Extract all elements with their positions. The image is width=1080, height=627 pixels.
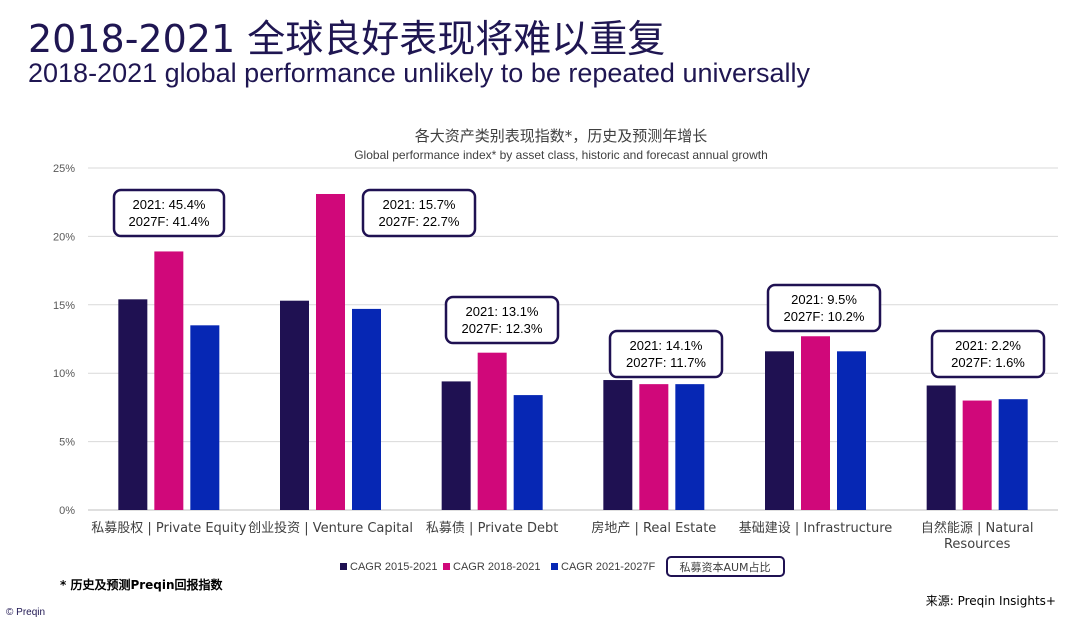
source-note: 来源: Preqin Insights+ bbox=[925, 594, 1056, 608]
bar-3 bbox=[513, 395, 543, 510]
bar-3 bbox=[837, 351, 866, 510]
bar-2 bbox=[639, 384, 669, 510]
annotation-text: 2027F: 10.2% bbox=[784, 309, 865, 324]
annotation-text: 2021: 14.1% bbox=[629, 338, 702, 353]
annotation-text: 2027F: 41.4% bbox=[129, 214, 210, 229]
bar-1 bbox=[280, 300, 309, 510]
annotation-box bbox=[766, 283, 882, 333]
x-tick-label: 基础建设 | Infrastructure bbox=[739, 521, 893, 536]
bar-3 bbox=[352, 308, 381, 510]
bar-3 bbox=[675, 384, 705, 510]
legend-label: CAGR 2018-2021 bbox=[453, 561, 540, 573]
legend-label: CAGR 2021-2027F bbox=[561, 561, 655, 573]
annotation-box bbox=[608, 329, 724, 379]
bar-2 bbox=[477, 352, 507, 510]
legend-swatch bbox=[551, 563, 558, 570]
chart-title: 各大资产类别表现指数*，历史及预测年增长 bbox=[415, 127, 708, 145]
bar-1 bbox=[603, 380, 633, 510]
annotation-text: 2021: 9.5% bbox=[791, 292, 857, 307]
legend-annotation-label: 私募资本AUM占比 bbox=[679, 560, 770, 574]
y-tick-label: 20% bbox=[53, 231, 75, 243]
annotation-text: 2021: 45.4% bbox=[132, 197, 205, 212]
annotation-text: 2027F: 22.7% bbox=[379, 214, 460, 229]
x-tick-label: 私募股权 | Private Equity bbox=[91, 520, 247, 536]
bar-1 bbox=[441, 381, 471, 510]
x-tick-label: Resources bbox=[944, 537, 1011, 552]
x-tick-label: 房地产 | Real Estate bbox=[591, 520, 716, 536]
legend-label: CAGR 2015-2021 bbox=[350, 561, 437, 573]
y-tick-label: 0% bbox=[59, 505, 75, 517]
bar-1 bbox=[926, 385, 956, 510]
legend-annotation-box bbox=[666, 556, 785, 577]
x-tick-label: 自然能源 | Natural bbox=[921, 520, 1034, 536]
bar-2 bbox=[316, 193, 345, 510]
bar-2 bbox=[154, 251, 184, 510]
chart-subtitle: Global performance index* by asset class… bbox=[354, 148, 768, 162]
annotation-box bbox=[112, 188, 226, 238]
y-tick-label: 10% bbox=[53, 368, 75, 380]
bar-2 bbox=[962, 400, 992, 510]
annotation-text: 2027F: 1.6% bbox=[951, 355, 1025, 370]
legend-swatch bbox=[340, 563, 347, 570]
legend-swatch bbox=[443, 563, 450, 570]
bar-3 bbox=[190, 325, 220, 510]
bar-1 bbox=[118, 299, 148, 510]
annotation-box bbox=[930, 329, 1046, 379]
footnote: * 历史及预测Preqin回报指数 bbox=[60, 578, 223, 592]
annotation-text: 2027F: 12.3% bbox=[462, 321, 543, 336]
x-tick-label: 私募债 | Private Debt bbox=[426, 521, 558, 536]
annotation-text: 2021: 15.7% bbox=[382, 197, 455, 212]
annotation-box bbox=[361, 188, 477, 238]
bar-1 bbox=[765, 351, 794, 510]
page-title-zh: 2018-2021 全球良好表现将难以重复 bbox=[28, 17, 666, 61]
annotation-text: 2021: 13.1% bbox=[465, 304, 538, 319]
x-tick-label: 创业投资 | Venture Capital bbox=[248, 520, 413, 536]
annotation-text: 2021: 2.2% bbox=[955, 338, 1021, 353]
bar-3 bbox=[998, 399, 1028, 510]
bar-2 bbox=[801, 336, 830, 510]
copyright: © Preqin bbox=[6, 607, 46, 618]
page-title-en: 2018-2021 global performance unlikely to… bbox=[28, 58, 810, 88]
y-tick-label: 15% bbox=[53, 300, 75, 312]
annotation-text: 2027F: 11.7% bbox=[626, 355, 706, 370]
annotation-box bbox=[444, 295, 560, 345]
y-tick-label: 25% bbox=[53, 163, 75, 175]
y-tick-label: 5% bbox=[59, 437, 75, 449]
